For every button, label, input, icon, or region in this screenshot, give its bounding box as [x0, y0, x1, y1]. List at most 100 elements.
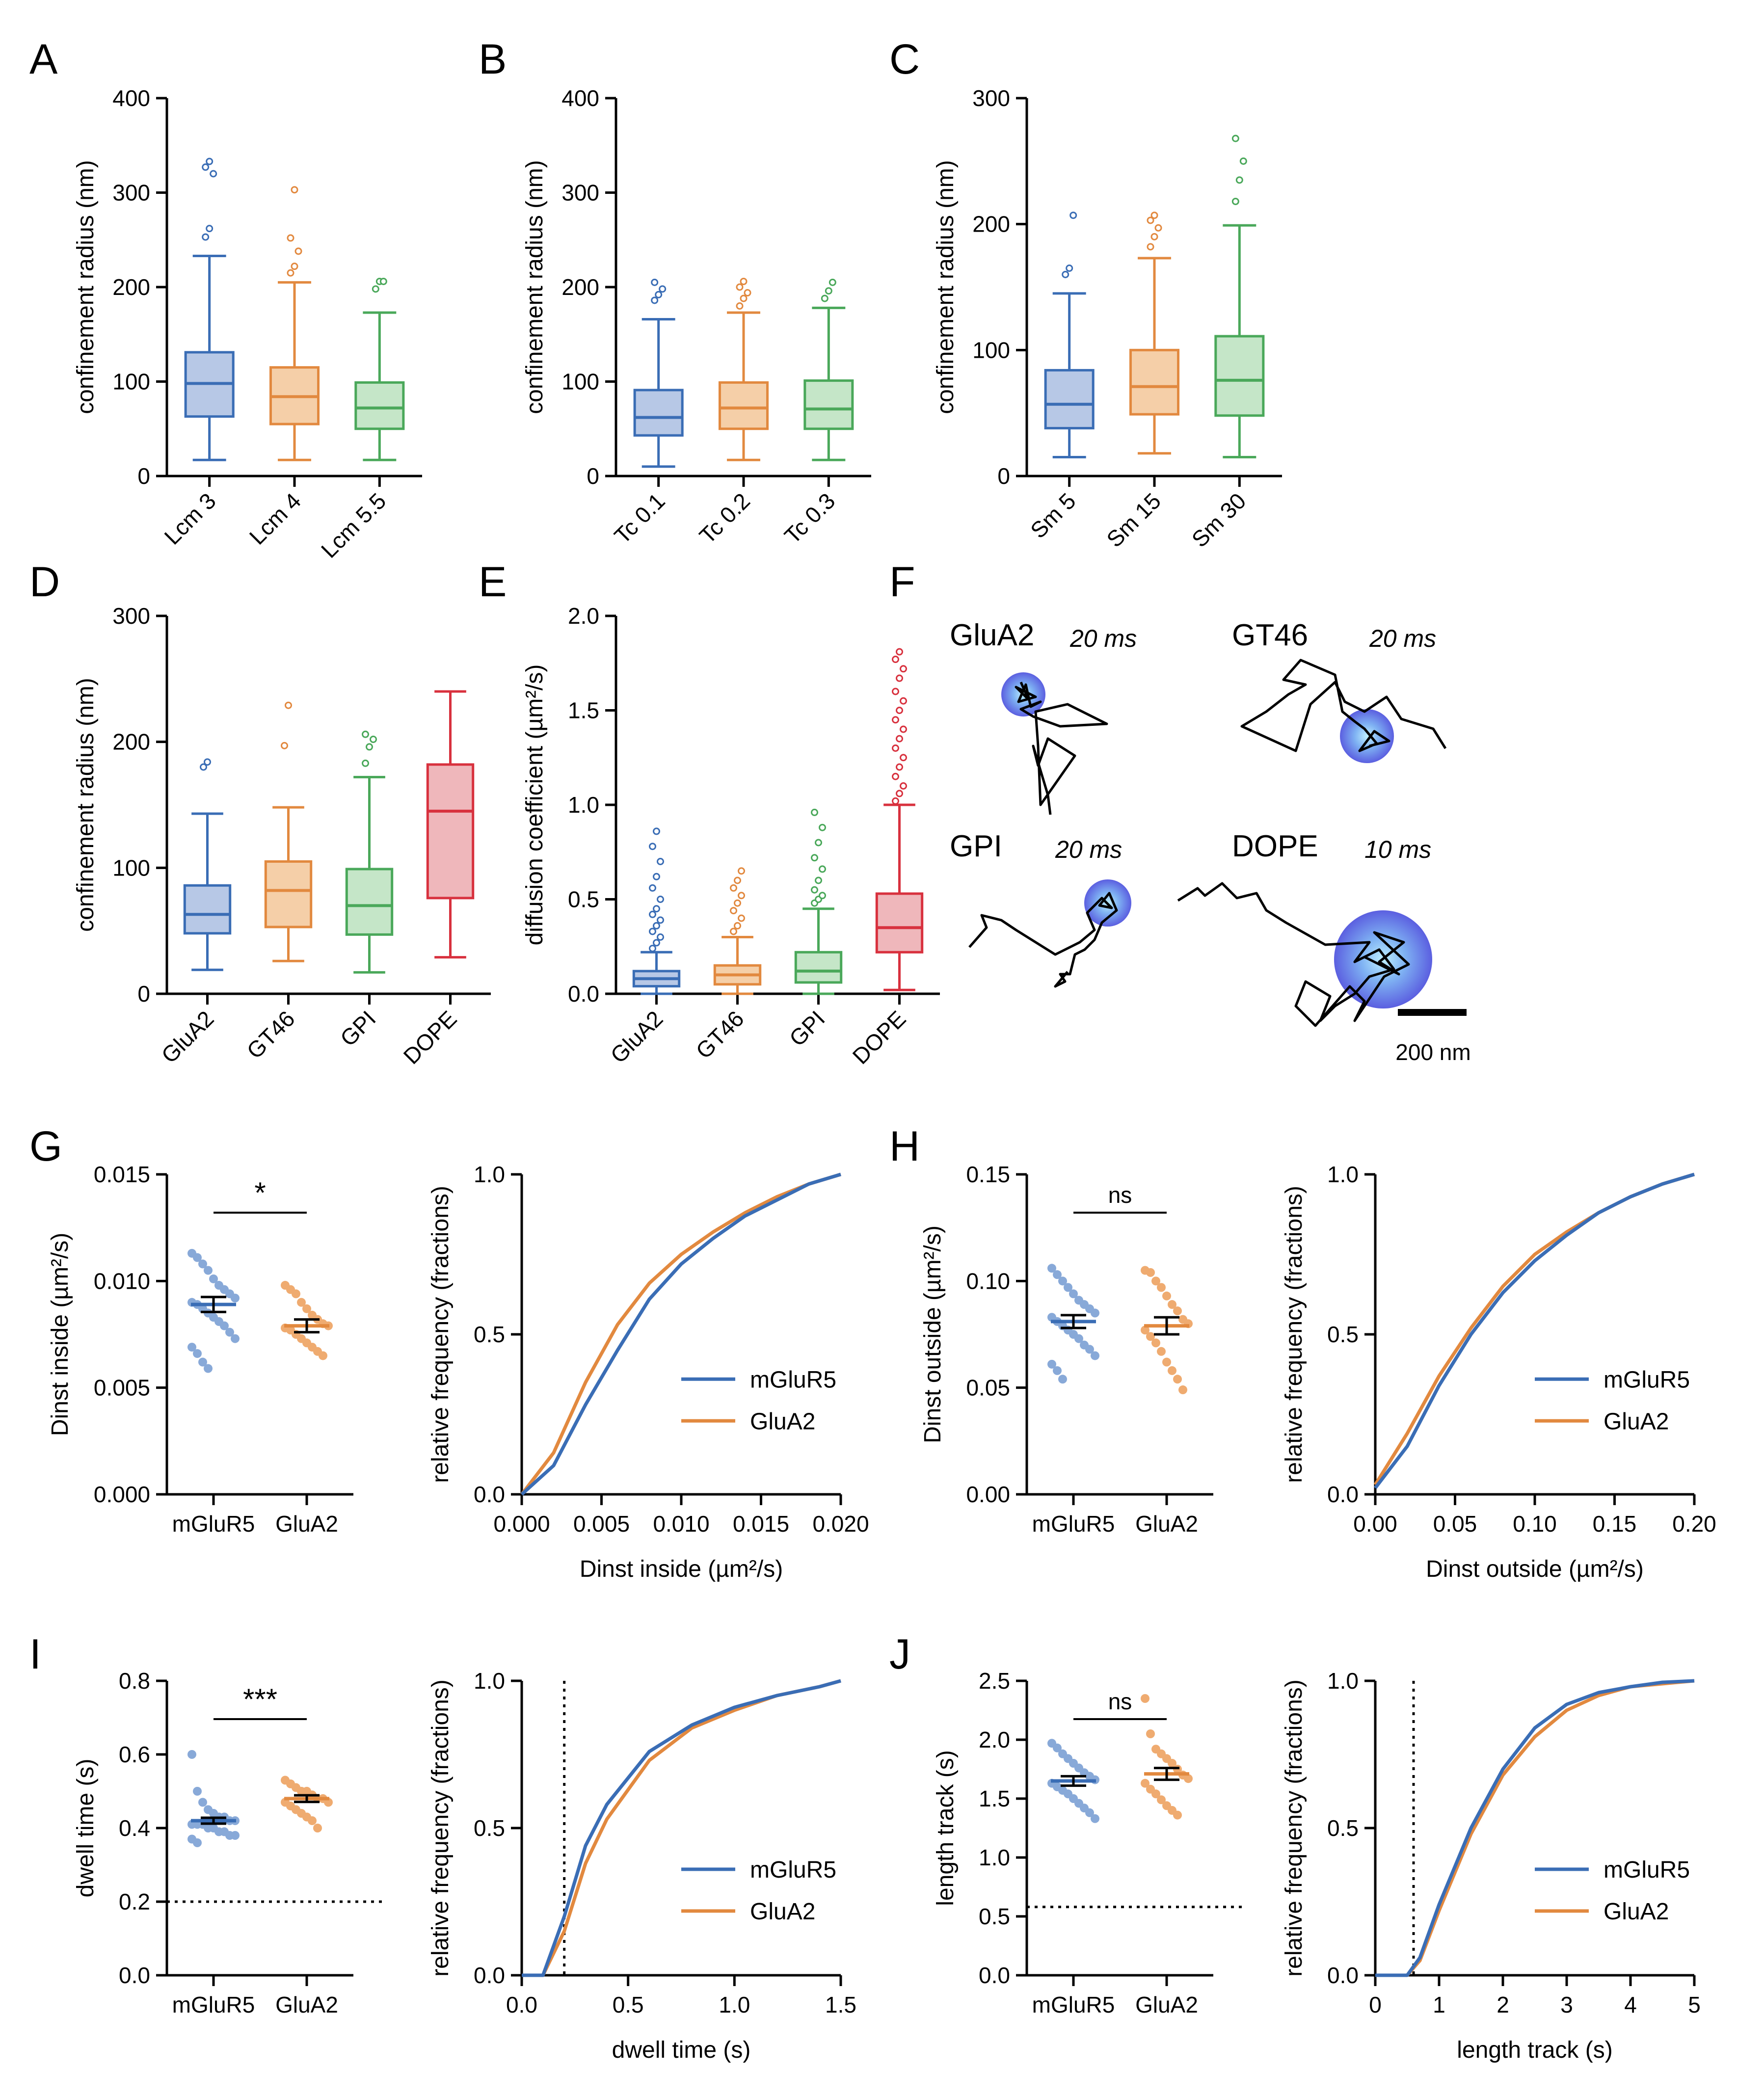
box-iqr	[1129, 348, 1180, 416]
y-tick-label: 0.4	[119, 1815, 150, 1841]
outlier-point	[651, 278, 659, 286]
group-glua2	[281, 1281, 333, 1360]
data-point	[319, 1351, 327, 1360]
outlier-point	[204, 758, 211, 766]
x-tick-label: GluA2	[1135, 1511, 1198, 1537]
box-tc-0-1	[633, 278, 684, 468]
x-axis-label: Dinst outside (µm²/s)	[1426, 1556, 1644, 1582]
y-tick-label: 1.0	[979, 1845, 1010, 1870]
y-axis-label: dwell time (s)	[73, 1759, 99, 1898]
outlier-point	[653, 873, 660, 880]
y-tick-label: 100	[112, 369, 150, 395]
data-point	[1178, 1385, 1187, 1395]
x-tick-label: mGluR5	[172, 1511, 255, 1537]
chart-c: 0 100 200 300 confinement radius (nm) Sm 5 Sm …	[933, 85, 1282, 552]
y-tick-label: 300	[561, 180, 599, 206]
outlier-point	[900, 725, 907, 733]
data-point	[1091, 1351, 1099, 1360]
panel-label-d: D	[29, 558, 60, 606]
x-tick-label: mGluR5	[172, 1992, 255, 2017]
group-mglur5	[187, 1248, 240, 1373]
data-point	[1074, 1334, 1083, 1343]
legend-label-glua2: GluA2	[1604, 1408, 1669, 1434]
y-tick-label: 0	[587, 463, 599, 489]
y-tick-label: 0.0	[119, 1963, 150, 1988]
x-tick-label: DOPE	[848, 1006, 911, 1069]
series-line-glua2	[1375, 1679, 1695, 1977]
data-point	[1146, 1268, 1155, 1277]
outlier-point	[734, 899, 741, 907]
data-point	[1168, 1759, 1176, 1768]
outlier-point	[655, 291, 663, 298]
chart-b: 0 100 200 300 400 confinement radius (nm) Tc 0…	[522, 85, 871, 549]
chart-d: 0 100 200 300 confinement radius (nm) GluA2 GT…	[73, 603, 491, 1069]
outlier-point	[892, 656, 899, 663]
box-iqr	[354, 381, 405, 430]
outlier-point	[740, 277, 748, 285]
outlier-point	[896, 790, 903, 797]
outlier-point	[896, 674, 903, 682]
outlier-point	[366, 743, 373, 751]
legend-label-mglur5: mGluR5	[1604, 1367, 1690, 1393]
outlier-point	[210, 170, 217, 178]
box-glua2	[183, 758, 232, 971]
outlier-point	[734, 876, 741, 884]
outlier-point	[649, 910, 656, 918]
y-tick-label: 0	[997, 463, 1010, 489]
y-tick-label: 1.0	[568, 792, 599, 818]
box-dope	[426, 690, 475, 959]
outlier-point	[811, 854, 818, 862]
chart-g-left: 0.000 0.005 0.010 0.015 Dinst inside (µm²/s)…	[47, 1162, 353, 1537]
y-tick-label: 0.2	[119, 1889, 150, 1914]
legend-label-mglur5: mGluR5	[1604, 1857, 1690, 1883]
outlier-point	[657, 858, 664, 865]
x-tick-label: GPI	[784, 1006, 830, 1051]
group-mglur5	[1047, 1264, 1099, 1384]
chart-i-right: 0.0 0.5 1.0 relative frequency (fractions) 0…	[428, 1668, 856, 2063]
data-point	[313, 1824, 322, 1832]
x-tick-label: Lcm 4	[244, 488, 306, 549]
outlier-point	[1147, 216, 1154, 224]
y-axis-label: relative frequency (fractions)	[428, 1186, 454, 1483]
chart-a: 0 100 200 300 400 confinement radius (nm) Lcm …	[73, 85, 422, 563]
data-point	[1151, 1338, 1160, 1348]
x-tick-label: GluA2	[275, 1511, 338, 1537]
box-gpi	[794, 808, 843, 995]
outlier-point	[892, 688, 899, 695]
outlier-point	[738, 892, 745, 900]
series-line-mglur5	[1374, 1172, 1695, 1489]
x-tick-label: Tc 0.2	[695, 488, 755, 549]
data-point	[193, 1787, 202, 1796]
y-axis-label: confinement radius (nm)	[933, 160, 959, 414]
traj-label-gt46: GT46	[1232, 618, 1308, 652]
x-axis-label: dwell time (s)	[612, 2037, 751, 2063]
significance-label: ns	[1108, 1689, 1132, 1714]
x-tick-label: Lcm 3	[159, 488, 220, 549]
series-line-mglur5	[520, 1172, 842, 1496]
outlier-point	[657, 896, 664, 903]
data-point	[1157, 1347, 1166, 1356]
box-iqr	[718, 381, 769, 430]
y-axis-label: Dinst outside (µm²/s)	[920, 1225, 946, 1443]
box-iqr	[1044, 369, 1095, 429]
outlier-point	[1062, 270, 1069, 278]
box-iqr	[633, 389, 684, 437]
box-lcm-5-5	[354, 277, 405, 461]
x-tick-label: GT46	[691, 1006, 748, 1063]
outlier-point	[649, 945, 656, 953]
y-tick-label: 100	[972, 337, 1010, 363]
outlier-point	[900, 782, 907, 790]
outlier-point	[287, 269, 294, 277]
y-tick-label: 0.005	[94, 1375, 150, 1401]
outlier-point	[815, 839, 822, 847]
x-tick-label: 0.005	[573, 1511, 630, 1537]
y-axis-label: confinement radius (nm)	[73, 160, 99, 414]
data-point	[225, 1327, 234, 1337]
x-tick-label: DOPE	[399, 1006, 462, 1069]
outlier-point	[206, 225, 214, 233]
outlier-point	[1069, 212, 1077, 219]
box-iqr	[794, 951, 843, 984]
significance-label: *	[254, 1176, 266, 1209]
x-tick-label: GPI	[335, 1006, 381, 1051]
outlier-point	[736, 302, 744, 310]
